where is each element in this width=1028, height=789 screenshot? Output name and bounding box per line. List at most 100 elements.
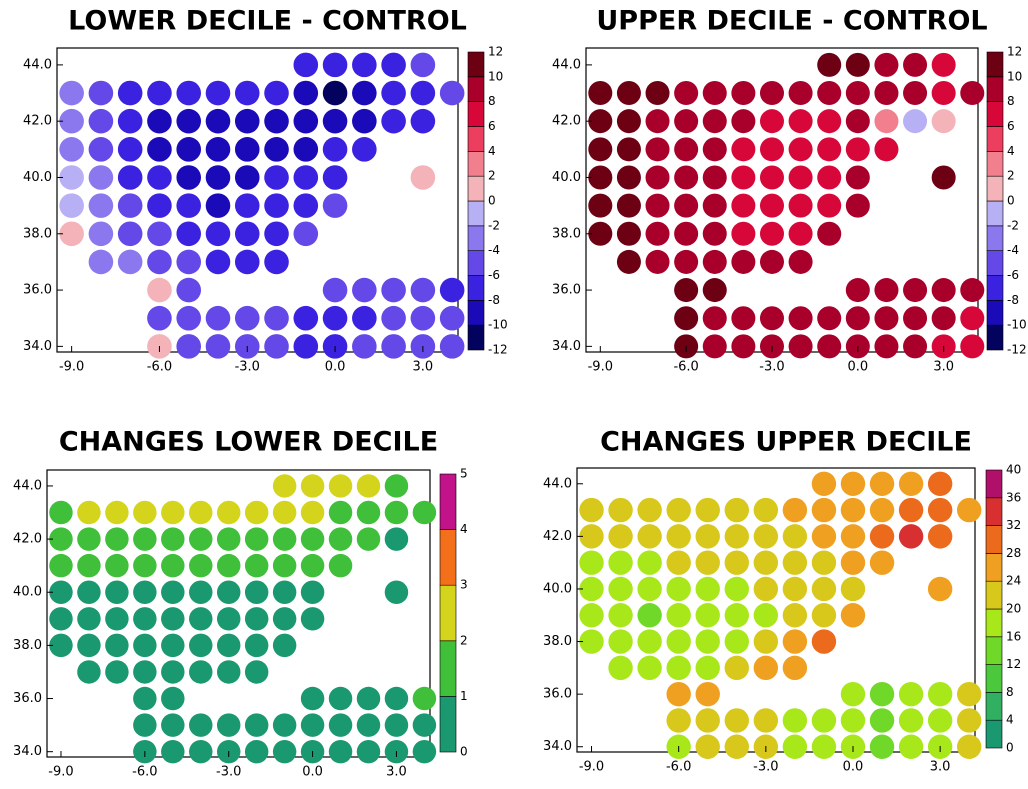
colorbar-bin: [439, 529, 457, 586]
colorbar-label: -4: [488, 243, 500, 257]
grid-point: [77, 660, 101, 684]
grid-point: [840, 681, 866, 707]
colorbar-label: 6: [488, 119, 496, 133]
grid-point: [695, 576, 720, 602]
grid-point: [328, 553, 353, 578]
grid-point: [49, 553, 73, 578]
grid-point: [788, 334, 813, 359]
colorbar-bin: [467, 101, 485, 127]
colorbar-bin: [439, 696, 457, 753]
colorbar-bin: [985, 469, 1003, 499]
grid-point: [59, 80, 84, 106]
grid-point: [788, 81, 813, 106]
grid-point: [234, 165, 260, 190]
colorbar-bin: [467, 300, 485, 326]
grid-point: [244, 739, 269, 764]
colorbar-label: 32: [1006, 518, 1021, 532]
panel-title: UPPER DECILE - CONTROL: [596, 6, 987, 37]
colorbar-label: 16: [1006, 629, 1021, 643]
grid-point: [931, 81, 956, 106]
colorbar-bin: [985, 608, 1003, 638]
colorbar-bin: [985, 580, 1003, 610]
grid-point: [322, 80, 348, 106]
grid-point: [88, 108, 114, 134]
colorbar-label: 10: [1007, 69, 1022, 83]
colorbar-bin: [439, 473, 457, 530]
grid-point: [244, 713, 269, 737]
grid-point: [189, 633, 213, 658]
grid-point: [674, 278, 699, 303]
grid-point: [845, 193, 870, 218]
colorbar-label: -2: [1007, 218, 1019, 232]
grid-point: [328, 713, 353, 737]
grid-point: [49, 580, 73, 604]
colorbar-label: -8: [488, 293, 500, 307]
grid-point: [903, 81, 928, 106]
grid-point: [216, 580, 241, 604]
grid-point: [328, 500, 353, 525]
grid-point: [695, 497, 720, 523]
grid-point: [869, 681, 895, 707]
grid-point: [588, 137, 613, 162]
grid-point: [49, 607, 73, 631]
colorbar-label: -6: [1007, 268, 1019, 282]
colorbar-bin: [986, 324, 1004, 351]
grid-point: [695, 708, 720, 733]
grid-point: [176, 137, 202, 162]
grid-point: [189, 739, 213, 764]
grid-point: [588, 165, 613, 190]
x-tick-label: -3.0: [235, 360, 260, 375]
grid-point: [264, 108, 289, 134]
grid-point: [216, 607, 241, 631]
grid-point: [811, 471, 837, 496]
grid-point: [105, 553, 129, 578]
grid-point: [161, 686, 185, 711]
colorbar-label: 4: [488, 144, 496, 158]
grid-point: [244, 607, 269, 631]
colorbar-label: 0: [488, 194, 496, 208]
grid-point: [840, 471, 866, 496]
grid-point: [381, 80, 406, 106]
grid-point: [105, 607, 129, 631]
grid-point: [695, 524, 720, 549]
x-tick-label: 3.0: [930, 760, 951, 775]
colorbar-label: 0: [1007, 194, 1015, 208]
grid-point: [205, 193, 231, 218]
grid-point: [77, 580, 101, 604]
grid-point: [49, 527, 73, 551]
grid-point: [234, 80, 260, 106]
grid-point: [731, 137, 756, 162]
grid-point: [956, 681, 982, 707]
grid-point: [695, 603, 720, 628]
grid-point: [759, 81, 785, 106]
grid-point: [588, 81, 613, 106]
grid-point: [817, 221, 842, 246]
grid-point: [869, 708, 895, 733]
grid-point: [176, 165, 202, 190]
grid-point: [105, 633, 129, 658]
colorbar-bin: [985, 664, 1003, 693]
grid-point: [588, 109, 613, 134]
grid-point: [272, 474, 297, 498]
grid-point: [666, 681, 691, 707]
grid-point: [272, 500, 297, 525]
grid-point: [759, 109, 785, 134]
grid-point: [840, 576, 866, 602]
grid-point: [381, 52, 406, 78]
grid-point: [384, 500, 409, 525]
colorbar-bin: [986, 126, 1004, 152]
grid-point: [293, 108, 319, 134]
colorbar-bin: [986, 200, 1004, 227]
grid-point: [869, 497, 895, 523]
grid-point: [322, 305, 348, 331]
grid-point: [133, 553, 157, 578]
grid-point: [410, 165, 436, 190]
grid-point: [817, 334, 842, 359]
y-tick-label: 34.0: [552, 339, 581, 354]
colorbar-label: 24: [1006, 574, 1021, 588]
grid-point: [77, 633, 101, 658]
grid-point: [161, 660, 185, 684]
grid-point: [702, 249, 727, 274]
grid-point: [59, 165, 84, 190]
grid-point: [960, 278, 985, 303]
